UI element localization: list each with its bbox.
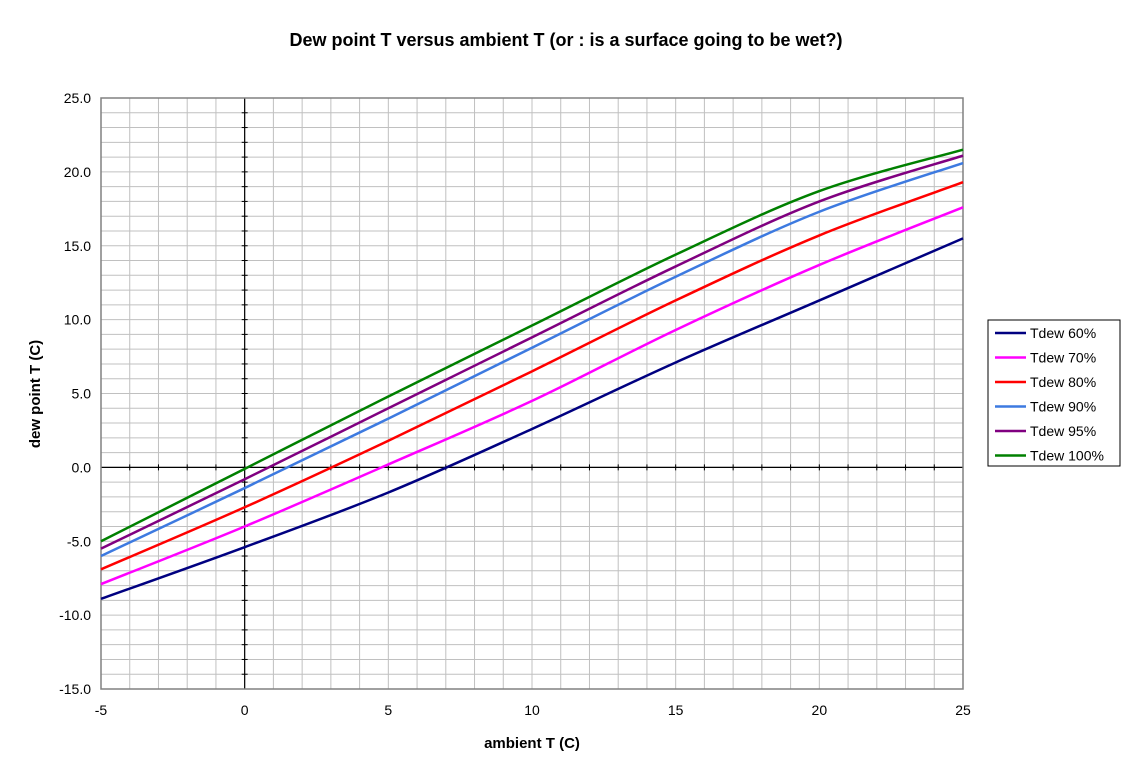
y-axis-label: dew point T (C): [27, 340, 44, 448]
x-tick-label: 25: [955, 702, 971, 718]
legend-entry: Tdew 70%: [1030, 350, 1096, 366]
x-tick-label: 20: [812, 702, 828, 718]
legend-box: [987, 319, 1121, 467]
y-tick-label: -5.0: [67, 533, 91, 549]
y-tick-label: -15.0: [59, 681, 91, 697]
series-lines: [100, 148, 964, 601]
y-tick-label: 20.0: [64, 164, 91, 180]
series-line: [100, 161, 964, 558]
x-tick-labels: -5 0 5 10 15 20 25: [95, 702, 971, 718]
y-tick-label: 0.0: [72, 459, 92, 475]
y-tick-labels: 25.0 20.0 15.0 10.0 5.0 0.0 -5.0 -10.0 -15.0: [59, 90, 91, 697]
legend: Tdew 60% Tdew 70% Tdew 80% Tdew 90% Tdew 95%…: [987, 319, 1121, 467]
legend-entry: Tdew 100%: [1030, 448, 1104, 464]
legend-entry: Tdew 80%: [1030, 374, 1096, 390]
zero-axes: [100, 97, 964, 690]
legend-entry: Tdew 95%: [1030, 423, 1096, 439]
y-tick-label: 10.0: [64, 312, 91, 328]
y-tick-label: 5.0: [72, 386, 92, 402]
x-tick-label: 10: [524, 702, 540, 718]
y-tick-label: 15.0: [64, 238, 91, 254]
plot-border: [100, 97, 964, 690]
series-line: [100, 181, 964, 571]
series-line: [100, 148, 964, 543]
y-tick-label: 25.0: [64, 90, 91, 106]
x-tick-label: -5: [95, 702, 108, 718]
y-tick-label: -10.0: [59, 607, 91, 623]
x-axis-label: ambient T (C): [484, 735, 580, 752]
chart-title: Dew point T versus ambient T (or : is a …: [289, 30, 842, 50]
series-line: [100, 206, 964, 586]
legend-entry: Tdew 90%: [1030, 399, 1096, 415]
series-line: [100, 154, 964, 550]
x-tick-label: 15: [668, 702, 684, 718]
x-tick-label: 0: [241, 702, 249, 718]
series-line: [100, 237, 964, 601]
legend-entry: Tdew 60%: [1030, 325, 1096, 341]
x-tick-label: 5: [384, 702, 392, 718]
